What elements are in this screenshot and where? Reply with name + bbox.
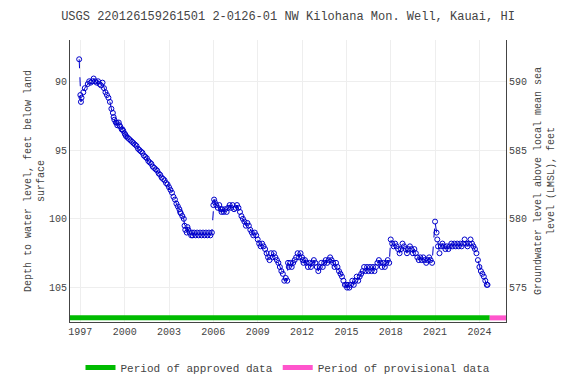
svg-text:1997: 1997 [68,327,92,338]
svg-text:Period of approved data: Period of approved data [121,363,273,375]
svg-text:Groundwater level above local: Groundwater level above local mean seale… [533,67,557,295]
svg-text:590: 590 [509,77,527,88]
svg-text:2003: 2003 [157,327,181,338]
svg-text:90: 90 [55,77,67,88]
svg-text:Period of provisional data: Period of provisional data [318,363,490,375]
svg-text:USGS 220126159261501 2-0126-01: USGS 220126159261501 2-0126-01 NW Kiloha… [61,10,515,24]
svg-text:2015: 2015 [334,327,358,338]
svg-text:2024: 2024 [467,327,491,338]
svg-text:585: 585 [509,146,527,157]
svg-text:2018: 2018 [379,327,403,338]
svg-text:2012: 2012 [290,327,314,338]
svg-text:2009: 2009 [246,327,270,338]
svg-text:2000: 2000 [113,327,137,338]
svg-text:Depth to water level, feet bel: Depth to water level, feet below landsur… [23,70,47,292]
svg-text:105: 105 [49,283,67,294]
svg-text:580: 580 [509,214,527,225]
svg-text:2021: 2021 [423,327,447,338]
svg-text:575: 575 [509,283,527,294]
svg-text:100: 100 [49,214,67,225]
svg-text:95: 95 [55,146,67,157]
svg-text:2006: 2006 [201,327,225,338]
